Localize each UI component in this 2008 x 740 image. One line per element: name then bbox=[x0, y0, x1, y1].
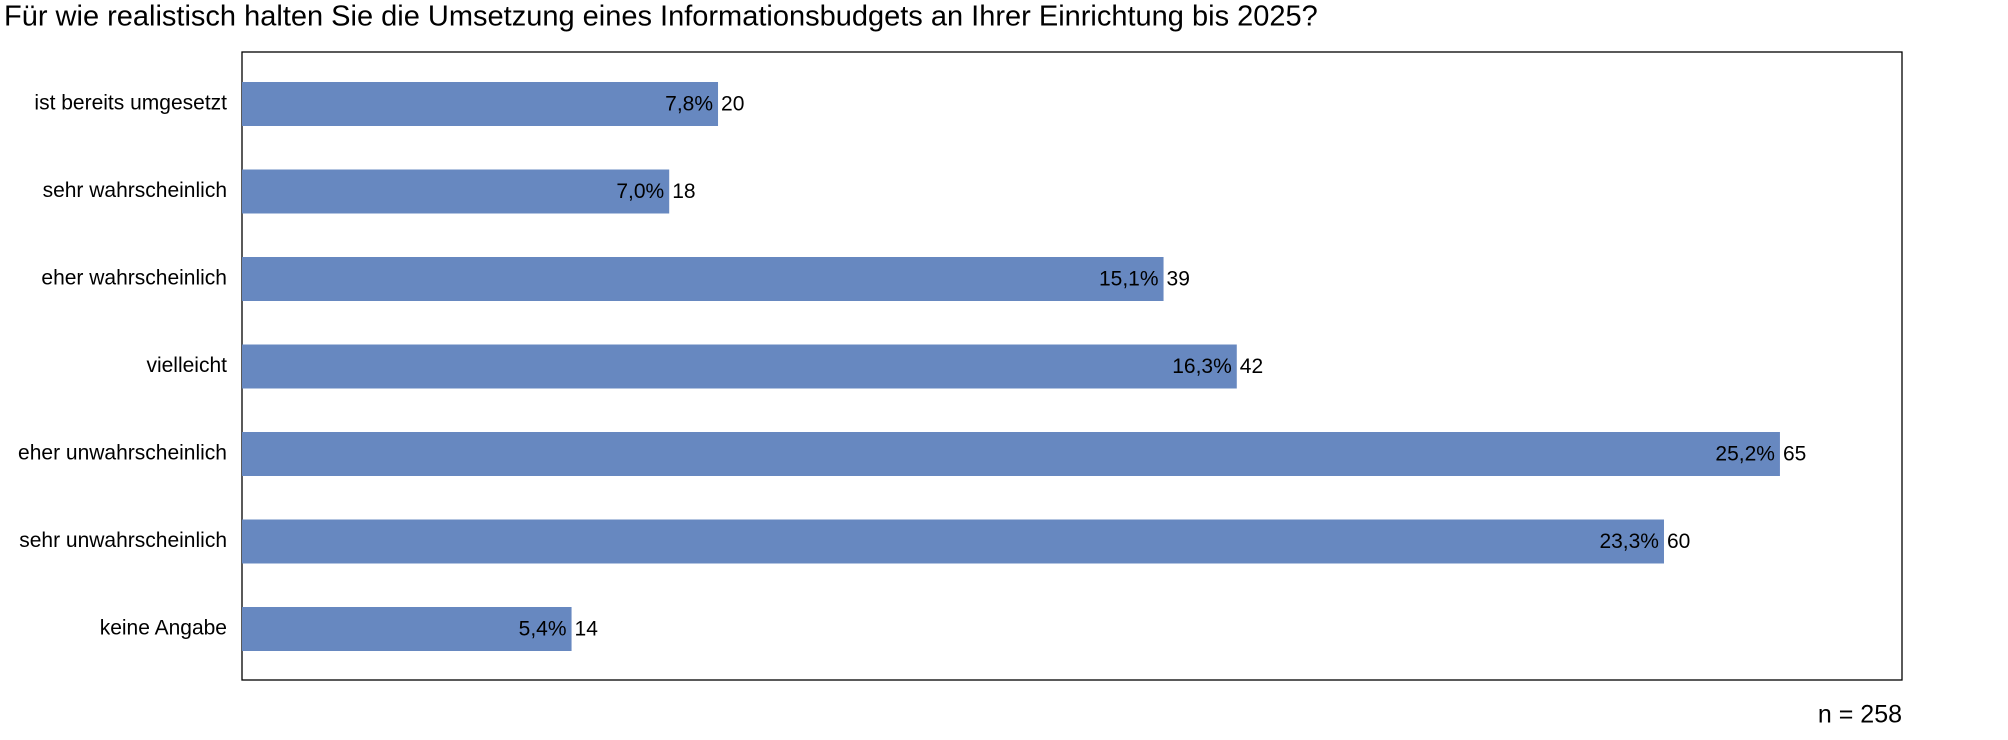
bar bbox=[242, 607, 572, 651]
y-tick-label: keine Angabe bbox=[100, 617, 227, 640]
count-label: 18 bbox=[672, 180, 695, 203]
percent-label: 5,4% bbox=[519, 618, 567, 641]
percent-label: 7,0% bbox=[616, 180, 664, 203]
y-tick-label: eher unwahrscheinlich bbox=[18, 442, 227, 465]
percent-label: 23,3% bbox=[1599, 530, 1659, 553]
bar bbox=[242, 344, 1237, 389]
count-label: 39 bbox=[1167, 268, 1190, 291]
chart-title: Für wie realistisch halten Sie die Umset… bbox=[4, 1, 1318, 33]
y-tick-label: sehr wahrscheinlich bbox=[43, 179, 227, 202]
bar bbox=[242, 82, 719, 126]
percent-label: 25,2% bbox=[1715, 443, 1775, 466]
count-label: 14 bbox=[575, 618, 599, 641]
y-tick-label: sehr unwahrscheinlich bbox=[19, 529, 227, 552]
percent-label: 15,1% bbox=[1099, 268, 1159, 291]
sample-size-note: n = 258 bbox=[1818, 701, 1902, 729]
bar bbox=[242, 169, 670, 214]
y-tick-label: eher wahrscheinlich bbox=[41, 267, 227, 290]
count-label: 42 bbox=[1240, 355, 1263, 378]
y-tick-label: vielleicht bbox=[146, 354, 227, 377]
bar bbox=[242, 519, 1664, 564]
bar bbox=[242, 432, 1780, 476]
count-label: 60 bbox=[1667, 530, 1690, 553]
percent-label: 16,3% bbox=[1172, 355, 1232, 378]
percent-label: 7,8% bbox=[665, 93, 713, 116]
bar bbox=[242, 257, 1164, 301]
count-label: 20 bbox=[721, 93, 744, 116]
y-tick-label: ist bereits umgesetzt bbox=[34, 92, 227, 115]
count-label: 65 bbox=[1783, 443, 1806, 466]
